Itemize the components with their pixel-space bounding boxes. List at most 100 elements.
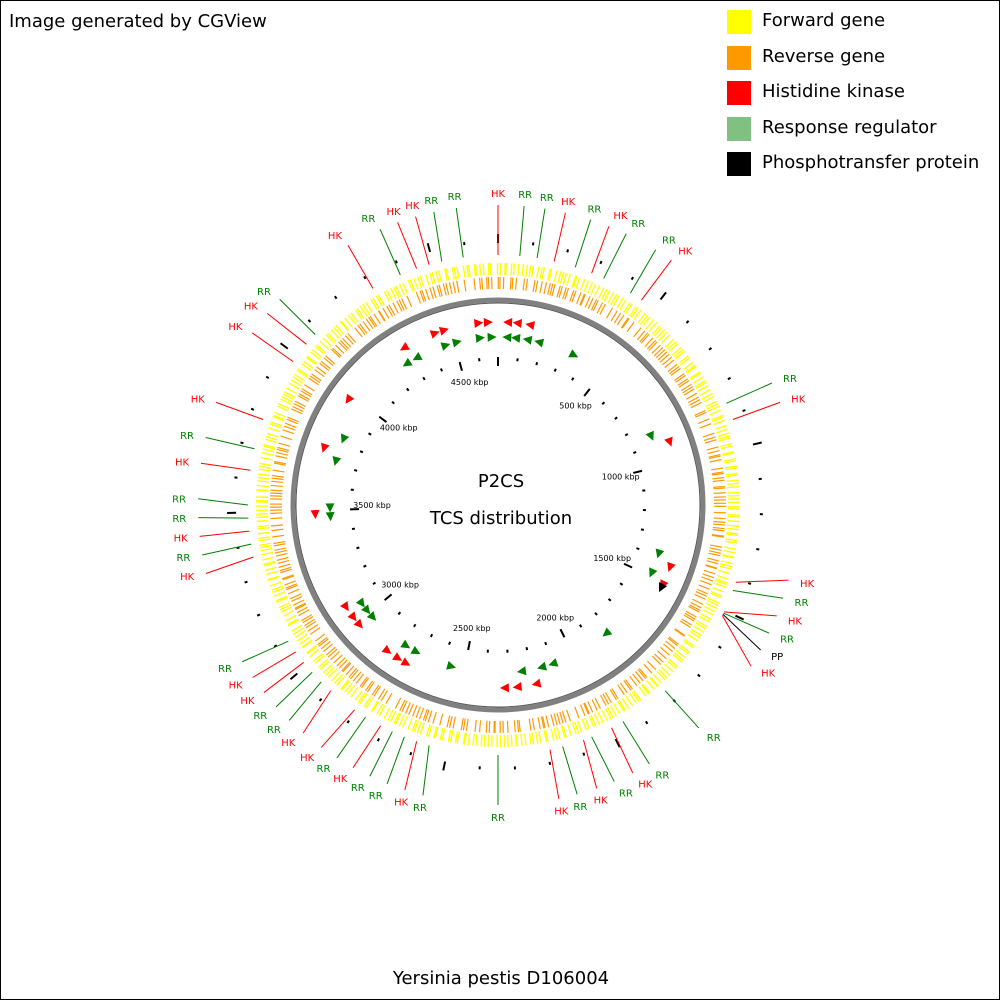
- reverse-gene-mark: [592, 300, 599, 312]
- rr-callout-label: RR: [619, 789, 633, 800]
- forward-gene-mark: [528, 732, 532, 745]
- forward-gene-mark: [713, 419, 725, 426]
- response-regulator-marker: [502, 332, 512, 342]
- forward-gene-mark: [628, 306, 637, 317]
- forward-gene-mark: [725, 467, 738, 471]
- reverse-gene-mark: [638, 668, 648, 678]
- forward-gene-mark: [544, 729, 549, 742]
- reverse-gene-mark: [365, 680, 374, 692]
- forward-gene-mark: [290, 379, 302, 387]
- forward-gene-mark: [571, 722, 577, 735]
- reverse-gene-mark: [683, 614, 695, 622]
- reverse-gene-mark: [711, 471, 724, 475]
- tick-label: 2000 kbp: [536, 613, 574, 622]
- rr-callout-label: RR: [540, 193, 554, 204]
- forward-gene-mark: [588, 715, 595, 728]
- reverse-gene-mark: [646, 339, 657, 350]
- hk-callout-label: HK: [333, 774, 348, 785]
- reverse-gene-mark: [271, 528, 284, 532]
- forward-gene-mark: [536, 266, 540, 279]
- forward-gene-mark: [287, 619, 300, 627]
- forward-gene-mark: [571, 275, 577, 288]
- reverse-gene-mark: [713, 485, 726, 488]
- reverse-gene-mark: [632, 673, 641, 684]
- reverse-gene-mark: [591, 699, 598, 711]
- reverse-gene-mark: [278, 563, 291, 568]
- rr-callout-label: RR: [369, 791, 383, 802]
- forward-gene-mark: [472, 733, 475, 746]
- forward-gene-mark: [256, 524, 269, 528]
- callout-line: [288, 681, 322, 721]
- reverse-gene-mark: [388, 304, 396, 316]
- reverse-gene-mark: [421, 289, 427, 302]
- reverse-gene-mark: [584, 296, 591, 308]
- forward-gene-mark: [292, 376, 304, 384]
- reverse-gene-mark: [532, 279, 536, 292]
- reverse-gene-mark: [707, 557, 720, 562]
- forward-gene-mark: [280, 606, 293, 613]
- forward-gene-track: [255, 262, 740, 748]
- forward-gene-mark: [372, 297, 380, 309]
- tick-label: 3000 kbp: [381, 580, 419, 589]
- response-regulator-marker: [332, 456, 342, 466]
- histidine-kinase-marker: [512, 318, 523, 328]
- forward-gene-mark: [598, 287, 605, 299]
- forward-gene-mark: [723, 546, 737, 550]
- forward-gene-mark: [690, 372, 702, 381]
- callout-line: [369, 731, 393, 777]
- forward-gene-mark: [302, 640, 313, 649]
- reverse-gene-mark: [292, 405, 304, 413]
- inner-tick: [559, 628, 566, 638]
- response-regulator-marker: [548, 658, 559, 667]
- forward-gene-mark: [257, 527, 270, 530]
- forward-gene-mark: [347, 314, 357, 325]
- callout-line: [336, 716, 366, 759]
- reverse-gene-mark: [474, 719, 477, 732]
- hk-callout-label: HK: [613, 211, 628, 222]
- reverse-gene-mark: [705, 564, 718, 570]
- rr-callout-label: RR: [351, 783, 365, 794]
- forward-gene-mark: [386, 289, 393, 302]
- histidine-kinase-marker: [483, 317, 493, 327]
- reverse-gene-mark: [712, 476, 725, 480]
- reverse-gene-mark: [574, 706, 580, 719]
- forward-gene-mark: [531, 732, 535, 745]
- reverse-gene-mark: [677, 378, 689, 386]
- reverse-gene-mark: [359, 323, 368, 334]
- reverse-gene-mark: [706, 560, 719, 565]
- forward-gene-mark: [333, 326, 343, 337]
- reverse-gene-mark: [651, 344, 661, 354]
- reverse-gene-mark: [418, 707, 425, 720]
- reverse-gene-mark: [394, 697, 402, 709]
- reverse-gene-mark: [292, 599, 305, 606]
- reverse-gene-mark: [318, 638, 329, 647]
- reverse-gene-mark: [711, 472, 724, 476]
- forward-gene-mark: [371, 701, 380, 713]
- forward-gene-mark: [266, 432, 279, 438]
- forward-gene-mark: [702, 608, 714, 616]
- forward-gene-mark: [334, 674, 344, 684]
- callout-line: [583, 739, 598, 789]
- reverse-gene-mark: [271, 477, 284, 481]
- forward-gene-mark: [521, 264, 525, 277]
- reverse-gene-mark: [335, 344, 345, 354]
- forward-gene-mark: [435, 270, 440, 283]
- outer-tick: [644, 720, 649, 725]
- reverse-gene-mark: [462, 718, 466, 731]
- rr-callout-label: RR: [172, 494, 186, 505]
- forward-gene-mark: [723, 549, 736, 554]
- forward-gene-mark: [341, 680, 351, 691]
- forward-gene-mark: [354, 690, 363, 701]
- inner-tick: [458, 361, 463, 372]
- forward-gene-mark: [282, 393, 295, 400]
- reverse-gene-mark: [610, 310, 618, 322]
- forward-gene-mark: [566, 273, 572, 286]
- forward-gene-mark: [259, 542, 272, 547]
- forward-gene-mark: [539, 266, 544, 280]
- forward-gene-mark: [262, 556, 275, 561]
- reverse-gene-mark: [369, 315, 378, 327]
- forward-gene-mark: [407, 279, 414, 292]
- reverse-gene-mark: [485, 720, 488, 733]
- reverse-gene-mark: [302, 616, 314, 624]
- outer-tick: [289, 672, 298, 681]
